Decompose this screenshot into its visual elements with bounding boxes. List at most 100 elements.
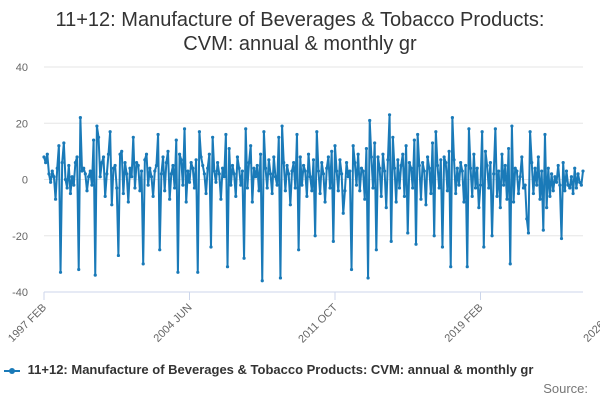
- data-point[interactable]: [500, 152, 504, 156]
- data-point[interactable]: [356, 152, 360, 156]
- data-point[interactable]: [409, 166, 413, 170]
- data-point[interactable]: [321, 172, 326, 176]
- data-point[interactable]: [488, 161, 493, 165]
- data-point[interactable]: [429, 191, 433, 196]
- data-point[interactable]: [574, 186, 578, 190]
- data-point[interactable]: [68, 191, 73, 196]
- data-point[interactable]: [566, 183, 570, 187]
- data-point[interactable]: [156, 132, 160, 137]
- data-point[interactable]: [482, 245, 486, 249]
- data-point[interactable]: [349, 267, 354, 272]
- data-point[interactable]: [247, 161, 251, 165]
- data-point[interactable]: [348, 169, 352, 173]
- data-point[interactable]: [540, 169, 544, 173]
- data-point[interactable]: [232, 172, 236, 176]
- data-point[interactable]: [371, 186, 375, 190]
- data-point[interactable]: [83, 172, 87, 176]
- data-point[interactable]: [354, 183, 359, 187]
- data-point[interactable]: [475, 166, 479, 170]
- data-point[interactable]: [270, 191, 274, 196]
- data-point[interactable]: [85, 189, 89, 193]
- data-point[interactable]: [53, 197, 58, 201]
- data-point[interactable]: [159, 172, 163, 176]
- data-point[interactable]: [528, 130, 532, 134]
- data-point[interactable]: [417, 163, 421, 168]
- data-point[interactable]: [265, 186, 269, 190]
- data-point[interactable]: [530, 161, 534, 165]
- data-point[interactable]: [568, 186, 572, 190]
- data-point[interactable]: [154, 163, 159, 168]
- data-point[interactable]: [311, 158, 316, 162]
- data-point[interactable]: [383, 169, 387, 173]
- data-point[interactable]: [126, 200, 130, 204]
- data-point[interactable]: [358, 189, 362, 193]
- data-point[interactable]: [125, 172, 129, 176]
- data-point[interactable]: [477, 206, 481, 210]
- data-point[interactable]: [462, 200, 466, 204]
- data-point[interactable]: [447, 149, 451, 153]
- data-point[interactable]: [578, 180, 582, 184]
- data-point[interactable]: [146, 183, 150, 187]
- data-point[interactable]: [220, 166, 225, 170]
- data-point[interactable]: [201, 163, 205, 168]
- data-point[interactable]: [182, 127, 187, 131]
- data-point[interactable]: [96, 135, 101, 139]
- data-point[interactable]: [326, 155, 330, 159]
- data-point[interactable]: [158, 248, 162, 252]
- data-point[interactable]: [381, 152, 385, 156]
- data-point[interactable]: [295, 132, 299, 137]
- data-point[interactable]: [333, 144, 337, 148]
- data-point[interactable]: [101, 155, 106, 159]
- data-point[interactable]: [144, 152, 149, 156]
- data-point[interactable]: [437, 186, 441, 190]
- data-point[interactable]: [143, 158, 147, 162]
- data-point[interactable]: [55, 166, 59, 170]
- data-point[interactable]: [551, 189, 555, 193]
- data-point[interactable]: [242, 256, 246, 260]
- data-point[interactable]: [310, 189, 314, 193]
- data-point[interactable]: [186, 169, 190, 173]
- data-point[interactable]: [478, 183, 483, 187]
- data-point[interactable]: [73, 161, 78, 165]
- data-point[interactable]: [187, 180, 192, 184]
- data-point[interactable]: [106, 152, 111, 156]
- data-point[interactable]: [513, 166, 517, 170]
- data-point[interactable]: [543, 132, 547, 137]
- data-point[interactable]: [235, 155, 240, 159]
- data-point[interactable]: [344, 161, 349, 165]
- data-point[interactable]: [57, 144, 61, 148]
- data-point[interactable]: [65, 186, 69, 190]
- data-point[interactable]: [531, 191, 536, 196]
- data-point[interactable]: [316, 169, 321, 173]
- data-point[interactable]: [237, 166, 241, 170]
- data-point[interactable]: [459, 161, 463, 165]
- data-point[interactable]: [510, 124, 514, 128]
- data-point[interactable]: [93, 273, 97, 277]
- data-point[interactable]: [199, 155, 203, 159]
- data-point[interactable]: [404, 144, 408, 148]
- data-point[interactable]: [353, 161, 357, 165]
- data-point[interactable]: [492, 172, 496, 176]
- data-point[interactable]: [58, 270, 63, 274]
- data-point[interactable]: [493, 127, 497, 131]
- data-point[interactable]: [207, 152, 211, 156]
- data-point[interactable]: [432, 234, 436, 238]
- data-point[interactable]: [516, 191, 521, 196]
- data-point[interactable]: [116, 253, 120, 258]
- data-point[interactable]: [272, 155, 276, 159]
- data-point[interactable]: [305, 194, 309, 198]
- data-point[interactable]: [425, 155, 430, 159]
- data-point[interactable]: [422, 169, 426, 173]
- data-point[interactable]: [434, 130, 438, 134]
- data-point[interactable]: [136, 163, 140, 168]
- data-point[interactable]: [292, 161, 296, 165]
- data-point[interactable]: [211, 135, 215, 139]
- data-point[interactable]: [252, 166, 256, 170]
- data-point[interactable]: [564, 169, 569, 173]
- data-point[interactable]: [70, 175, 74, 179]
- data-point[interactable]: [366, 276, 370, 280]
- data-point[interactable]: [435, 163, 440, 168]
- data-point[interactable]: [505, 197, 509, 201]
- data-point[interactable]: [318, 191, 322, 196]
- data-point[interactable]: [267, 158, 271, 162]
